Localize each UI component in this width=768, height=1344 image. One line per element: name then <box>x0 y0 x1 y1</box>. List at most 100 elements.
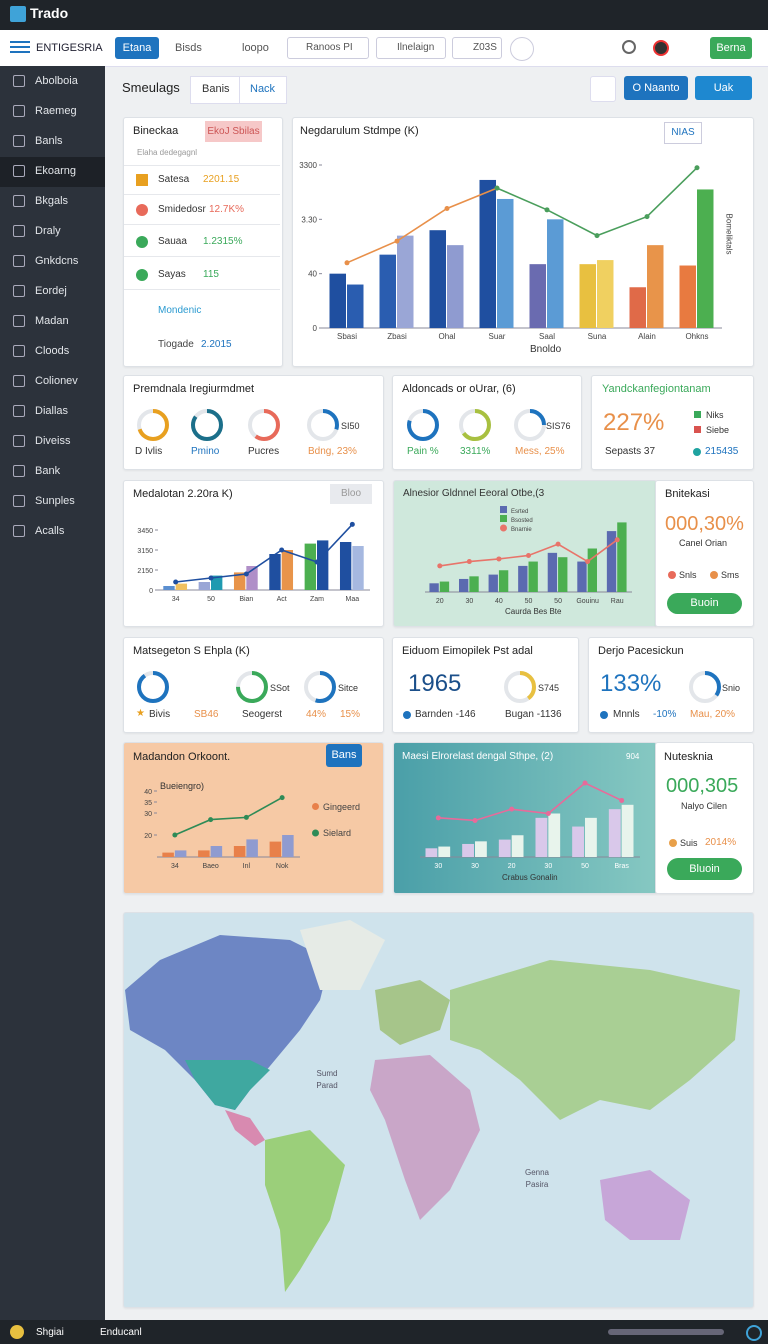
nav-tab[interactable]: Z03S <box>452 37 502 59</box>
sidebar-item[interactable]: Eordej <box>35 285 67 297</box>
nav-tab[interactable]: Ilnelaign <box>376 37 446 59</box>
x-tick-label: 20 <box>508 863 516 870</box>
chart-button[interactable]: NIAS <box>664 122 702 144</box>
bar <box>174 850 187 857</box>
chart-title: Maesi Elrorelast dengal Sthpe, (2) <box>402 751 554 762</box>
legend-swatch <box>500 524 507 532</box>
bar <box>281 550 294 590</box>
button[interactable]: O Naanto <box>624 76 688 100</box>
card-title: Derjo Pacesickun <box>598 645 684 657</box>
bar <box>488 574 498 592</box>
legend-label: Bsosted <box>511 518 533 524</box>
status-item[interactable]: Enducanl <box>100 1327 142 1338</box>
tab[interactable]: Nack <box>250 83 276 95</box>
sidebar-item[interactable]: Diveiss <box>35 435 71 447</box>
chart-button[interactable]: Bans <box>326 744 362 767</box>
legend-swatch <box>312 803 319 810</box>
status-item[interactable]: Shgiai <box>36 1327 64 1338</box>
bar <box>529 264 546 328</box>
sidebar-item[interactable]: Cloods <box>35 345 70 357</box>
item-value: 1.2315% <box>203 236 243 247</box>
item-label: Sayas <box>158 269 186 280</box>
bar <box>547 552 558 592</box>
metric-footer: Bugan -1136 <box>505 709 562 720</box>
bar <box>647 245 664 328</box>
logo-icon <box>10 6 26 22</box>
sidebar-item[interactable]: Diallas <box>35 405 69 417</box>
kpi-button[interactable]: Buoin <box>667 593 742 614</box>
item-value: 12.7K% <box>209 204 245 215</box>
x-tick-label: 30 <box>471 863 479 870</box>
nav-tab[interactable]: Bisds <box>175 42 202 54</box>
tab[interactable]: Banis <box>202 83 230 95</box>
y2-axis-title: Bomeliktals <box>724 213 734 255</box>
bar <box>479 179 496 328</box>
sidebar-item[interactable]: Madan <box>35 315 69 327</box>
chart-button[interactable]: Bloo <box>330 484 372 504</box>
button[interactable]: Uak <box>695 76 752 100</box>
bar <box>429 583 439 592</box>
y-tick-label: 0 <box>149 588 153 595</box>
nav-tab[interactable]: Etana <box>115 37 159 59</box>
line <box>175 523 353 583</box>
sidebar-item[interactable]: Colionev <box>35 375 78 387</box>
line <box>496 167 698 237</box>
y-tick-label: 20 <box>144 833 152 840</box>
legend-label: Gingeerd <box>323 802 360 812</box>
y-tick-label: 35 <box>144 800 152 807</box>
gauge-label: Pucres <box>248 446 280 457</box>
continent <box>450 960 740 1120</box>
status-icon[interactable] <box>746 1325 762 1341</box>
point <box>472 817 478 823</box>
legend-swatch <box>500 506 507 513</box>
point <box>694 165 700 171</box>
sidebar-item[interactable]: Acalls <box>35 525 65 537</box>
nav-button[interactable]: Berna <box>710 37 752 59</box>
legend-label: Suis <box>680 838 698 848</box>
kpi-button[interactable]: Bluoin <box>667 858 742 880</box>
sidebar-item[interactable]: Bkgals <box>35 195 69 207</box>
alert-icon[interactable] <box>653 40 669 56</box>
gauge-arc <box>407 409 439 441</box>
x-tick-label: Inl <box>243 863 251 870</box>
divider <box>124 289 280 290</box>
sidebar-item[interactable]: Draly <box>35 225 61 237</box>
sidebar-item[interactable]: Gnkdcns <box>35 255 79 267</box>
gauge-center: SIS76 <box>546 421 571 431</box>
item-label: Sauaa <box>158 236 187 247</box>
bar <box>459 578 469 592</box>
nav-icon[interactable] <box>510 37 534 61</box>
metric-value: 1965 <box>408 670 462 697</box>
card-title: Aldoncads or oUrar, (6) <box>402 383 516 395</box>
gauge-label: 15% <box>340 709 361 720</box>
gauge-arc <box>137 409 169 441</box>
gauge-center: S745 <box>538 683 560 693</box>
card-title: Bnitekasi <box>665 488 710 500</box>
point <box>582 780 588 786</box>
continent <box>125 935 330 1110</box>
nav-tab[interactable]: Ranoos PI <box>287 37 369 59</box>
x-tick-label: Alain <box>638 332 656 341</box>
edit-button[interactable] <box>590 76 616 102</box>
search-icon[interactable] <box>622 40 636 54</box>
gauge-label: Bdng, 23% <box>308 446 357 457</box>
sidebar-item[interactable]: Raemeg <box>35 105 77 117</box>
sidebar-icon <box>13 135 25 147</box>
sidebar-item[interactable]: Abolboia <box>35 75 78 87</box>
x-tick-label: 20 <box>436 598 444 605</box>
nav-tab[interactable]: loopo <box>242 42 269 54</box>
link[interactable]: Mondenic <box>158 305 202 316</box>
metric-card <box>392 637 579 733</box>
gauge-label: Mess, 25% <box>515 446 565 457</box>
point <box>594 233 600 239</box>
sidebar-item[interactable]: Ekoarng <box>35 165 76 177</box>
bar <box>587 548 597 592</box>
badge[interactable]: EkoJ Sbilas <box>205 121 262 142</box>
line <box>174 796 283 836</box>
menu-icon[interactable] <box>10 41 30 43</box>
x-tick-label: Bras <box>614 863 629 870</box>
sidebar-item[interactable]: Bank <box>35 465 61 477</box>
legend-dot <box>669 839 677 847</box>
sidebar-item[interactable]: Sunples <box>35 495 75 507</box>
sidebar-item[interactable]: Banls <box>35 135 63 147</box>
